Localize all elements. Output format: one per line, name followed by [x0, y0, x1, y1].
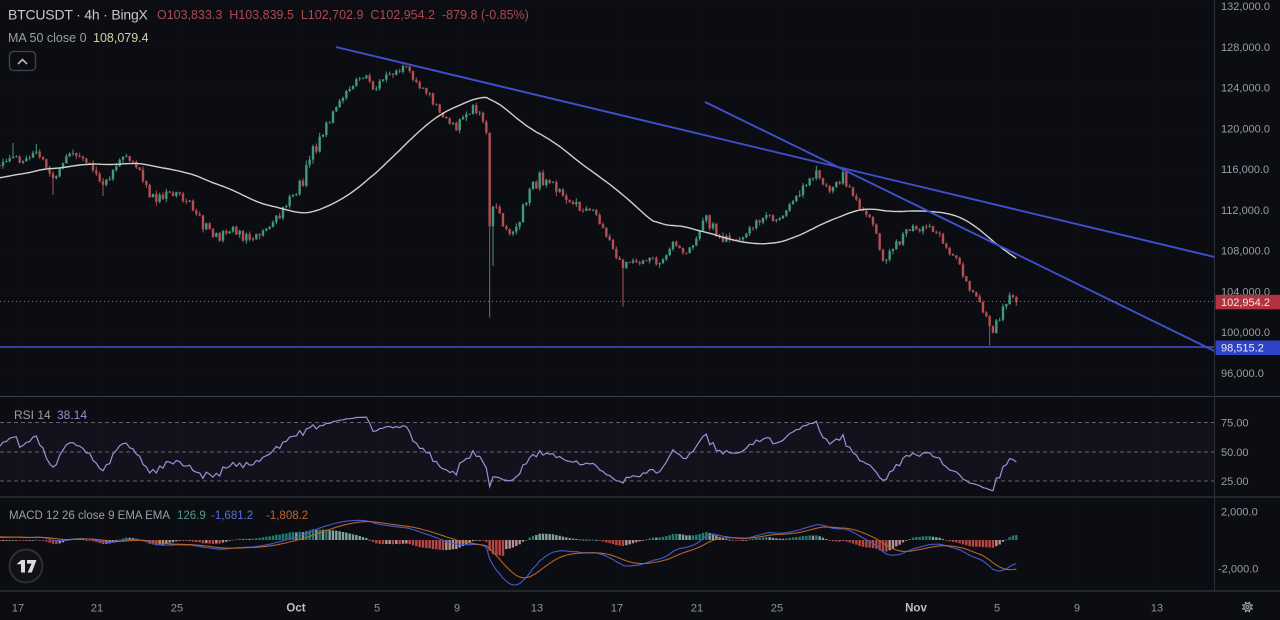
- svg-text:116,000.0: 116,000.0: [1221, 164, 1269, 176]
- svg-text:25: 25: [171, 603, 183, 615]
- svg-text:2,000.0: 2,000.0: [1221, 506, 1258, 518]
- svg-text:9: 9: [1074, 603, 1080, 615]
- svg-text:120,000.0: 120,000.0: [1221, 123, 1270, 135]
- svg-text:5: 5: [374, 603, 380, 615]
- svg-text:126.9: 126.9: [177, 510, 206, 522]
- svg-text:98,515.2: 98,515.2: [1221, 343, 1264, 355]
- svg-text:MA 50 close 0: MA 50 close 0: [8, 31, 87, 45]
- svg-text:38.14: 38.14: [57, 408, 87, 422]
- svg-text:112,000.0: 112,000.0: [1221, 205, 1269, 217]
- svg-text:21: 21: [91, 603, 103, 615]
- svg-text:25.00: 25.00: [1221, 476, 1249, 488]
- svg-text:5: 5: [994, 603, 1000, 615]
- svg-text:-1,808.2: -1,808.2: [266, 510, 308, 522]
- svg-text:13: 13: [531, 603, 543, 615]
- svg-text:-2,000.0: -2,000.0: [1218, 563, 1258, 575]
- svg-text:13: 13: [1151, 603, 1163, 615]
- svg-text:100,000.0: 100,000.0: [1221, 327, 1270, 339]
- svg-text:25: 25: [771, 603, 783, 615]
- svg-text:108,079.4: 108,079.4: [93, 31, 149, 45]
- svg-text:O103,833.3 H103,839.5 L102,7: O103,833.3 H103,839.5 L102,702.9 C102,95…: [157, 8, 529, 22]
- svg-text:75.00: 75.00: [1221, 417, 1249, 429]
- svg-text:124,000.0: 124,000.0: [1221, 83, 1270, 95]
- svg-text:17: 17: [611, 603, 623, 615]
- svg-text:MACD 12 26 close 9 EMA EMA: MACD 12 26 close 9 EMA EMA: [9, 510, 170, 522]
- svg-text:-1,681.2: -1,681.2: [211, 510, 253, 522]
- svg-text:96,000.0: 96,000.0: [1221, 368, 1264, 380]
- svg-text:128,000.0: 128,000.0: [1221, 42, 1270, 54]
- svg-text:BTCUSDT · 4h · BingX: BTCUSDT · 4h · BingX: [8, 7, 149, 23]
- svg-text:50.00: 50.00: [1221, 447, 1249, 459]
- svg-text:132,000.0: 132,000.0: [1221, 1, 1270, 13]
- svg-text:21: 21: [691, 603, 703, 615]
- svg-text:Oct: Oct: [286, 603, 305, 615]
- svg-text:102,954.2: 102,954.2: [1221, 297, 1270, 309]
- svg-text:17: 17: [12, 603, 24, 615]
- svg-text:9: 9: [454, 603, 460, 615]
- svg-text:108,000.0: 108,000.0: [1221, 246, 1270, 258]
- svg-text:Nov: Nov: [905, 603, 927, 615]
- svg-text:RSI 14: RSI 14: [14, 408, 51, 422]
